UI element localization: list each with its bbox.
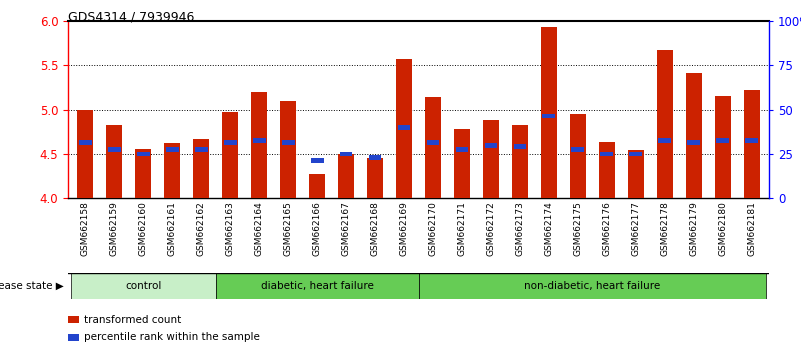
Bar [397, 125, 410, 130]
Bar [745, 138, 758, 143]
Text: non-diabetic, heart failure: non-diabetic, heart failure [524, 281, 660, 291]
Text: diabetic, heart failure: diabetic, heart failure [260, 281, 373, 291]
Bar [280, 101, 296, 198]
Bar [714, 96, 731, 198]
Bar [338, 154, 354, 198]
Bar [657, 51, 673, 198]
Bar [252, 92, 268, 198]
Bar [454, 129, 470, 198]
Bar [135, 149, 151, 198]
Bar [107, 125, 123, 198]
Bar [512, 125, 528, 198]
Bar [309, 175, 325, 198]
Bar [367, 158, 383, 198]
Bar [628, 150, 644, 198]
Bar [193, 139, 209, 198]
Text: disease state ▶: disease state ▶ [0, 281, 64, 291]
Bar [282, 140, 295, 145]
Text: percentile rank within the sample: percentile rank within the sample [84, 332, 260, 342]
Bar [223, 113, 238, 198]
Bar [368, 155, 381, 160]
Bar [716, 138, 729, 143]
Bar [71, 273, 215, 299]
Bar [224, 140, 236, 145]
Bar [599, 143, 614, 198]
Text: transformed count: transformed count [84, 315, 181, 325]
Bar [340, 152, 352, 156]
Bar [743, 90, 759, 198]
Bar [686, 73, 702, 198]
Bar [108, 147, 121, 152]
Bar [164, 143, 180, 198]
Bar [570, 114, 586, 198]
Bar [687, 140, 700, 145]
Bar [630, 152, 642, 156]
Bar [427, 140, 440, 145]
Text: GDS4314 / 7939946: GDS4314 / 7939946 [68, 11, 195, 24]
Bar [166, 147, 179, 152]
Bar [396, 59, 412, 198]
Bar [79, 140, 92, 145]
Bar [658, 138, 671, 143]
Bar [483, 120, 499, 198]
Bar [541, 28, 557, 198]
Text: control: control [125, 281, 162, 291]
Bar [68, 334, 78, 341]
Bar [485, 143, 497, 148]
Bar [137, 152, 150, 156]
Bar [195, 147, 207, 152]
Bar [418, 273, 766, 299]
Bar [78, 110, 94, 198]
Bar [456, 147, 469, 152]
Bar [68, 316, 78, 323]
Bar [253, 138, 266, 143]
Bar [215, 273, 418, 299]
Bar [542, 114, 555, 118]
Bar [513, 144, 526, 149]
Bar [311, 158, 324, 162]
Bar [425, 97, 441, 198]
Bar [601, 152, 613, 156]
Bar [571, 147, 584, 152]
